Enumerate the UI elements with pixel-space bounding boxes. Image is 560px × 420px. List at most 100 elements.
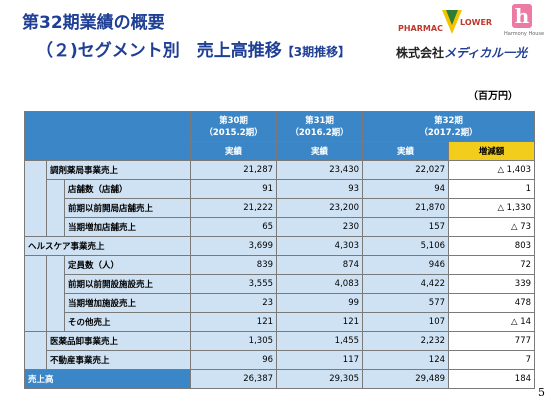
cell-value: 1,455 <box>276 331 364 351</box>
cell-value: 93 <box>276 179 364 199</box>
row-label: ヘルスケア事業売上 <box>23 236 192 256</box>
cell-value: 23,200 <box>276 198 364 218</box>
total-label: 売上高 <box>23 369 192 389</box>
pharmac-flower-logo: PHARMAC LOWER <box>398 10 508 40</box>
table-row: 前期以前開設施設売上 3,555 4,083 4,422 339 <box>25 274 536 294</box>
cell-value: 230 <box>276 217 364 237</box>
unit-label: （百万円） <box>468 91 518 102</box>
cell-value: 22,027 <box>362 160 450 180</box>
actual-header-32: 実績 <box>362 141 450 161</box>
cell-diff: 339 <box>448 274 536 294</box>
cell-diff: △ 14 <box>448 312 536 332</box>
row-label: 定員数（人） <box>63 255 192 275</box>
subtitle-main: （２)セグメント別 売上高推移 <box>36 41 282 61</box>
v-flower-icon <box>442 10 462 34</box>
row-group-spacer <box>24 160 47 237</box>
period-31-name: 第31期 <box>305 115 334 126</box>
table-row: 医薬品卸事業売上 1,305 1,455 2,232 777 <box>24 331 536 370</box>
row-label: 当期増加店舗売上 <box>63 217 192 237</box>
cell-value: 91 <box>190 179 278 199</box>
cell-value: 839 <box>190 255 278 275</box>
page-number: 5 <box>538 386 545 399</box>
cell-value: 121 <box>190 312 278 332</box>
period-31-header: 第31期 （2016.2期） <box>276 111 364 142</box>
row-label: 店舗数（店舗） <box>63 179 192 199</box>
company-prefix: 株式会社 <box>396 46 445 60</box>
row-label: 調剤薬局事業売上 <box>45 160 192 180</box>
diff-header: 増減額 <box>448 141 536 161</box>
table-row: 当期増加店舗売上 65 230 157 △ 73 <box>25 217 536 237</box>
row-label: 不動産事業売上 <box>45 350 192 370</box>
cell-value: 4,303 <box>276 236 364 256</box>
cell-value: 99 <box>276 293 364 313</box>
table-row: その他売上 121 121 107 △ 14 <box>25 312 536 332</box>
cell-diff: 777 <box>448 331 536 351</box>
table-row: 店舗数（店舗） 91 93 94 1 <box>25 179 536 237</box>
cell-value: 21,222 <box>190 198 278 218</box>
table-row: ヘルスケア事業売上 3,699 4,303 5,106 803 <box>23 236 536 256</box>
row-label: 前期以前開設施設売上 <box>63 274 192 294</box>
row-label: その他売上 <box>63 312 192 332</box>
cell-value: 2,232 <box>362 331 450 351</box>
row-indent <box>46 179 65 237</box>
harmony-house-text: Harmony House <box>504 31 545 37</box>
table-row: 調剤薬局事業売上 21,287 23,430 22,027 △ 1,403 <box>24 160 536 237</box>
actual-header-31: 実績 <box>276 141 364 161</box>
header-label-cell <box>23 111 192 161</box>
cell-value: 117 <box>276 350 364 370</box>
cell-value: 29,305 <box>276 369 364 389</box>
cell-diff: 7 <box>448 350 536 370</box>
cell-diff: △ 73 <box>448 217 536 237</box>
table-header-row-periods: 第30期 （2015.2期） 第31期 （2016.2期） 第32期 （2017.2期… <box>23 111 536 161</box>
cell-value: 946 <box>362 255 450 275</box>
row-group-spacer <box>24 255 47 332</box>
actual-header-30: 実績 <box>190 141 278 161</box>
cell-value: 3,555 <box>190 274 278 294</box>
period-30-header: 第30期 （2015.2期） <box>190 111 278 142</box>
cell-value: 1,305 <box>190 331 278 351</box>
cell-value: 3,699 <box>190 236 278 256</box>
company-name: 株式会社メディカル一光 <box>396 44 527 61</box>
table-row: 定員数（人） 839 874 946 72 <box>24 255 536 332</box>
cell-value: 23,430 <box>276 160 364 180</box>
table-row-total: 売上高 26,387 29,305 29,489 184 <box>23 369 536 389</box>
cell-value: 5,106 <box>362 236 450 256</box>
cell-diff: 1 <box>448 179 536 199</box>
cell-value: 121 <box>276 312 364 332</box>
cell-value: 874 <box>276 255 364 275</box>
period-30-date: （2015.2期） <box>204 127 263 138</box>
harmony-house-icon: h <box>512 4 532 28</box>
cell-diff: △ 1,330 <box>448 198 536 218</box>
cell-value: 157 <box>362 217 450 237</box>
cell-value: 124 <box>362 350 450 370</box>
row-label: 医薬品卸事業売上 <box>45 331 192 351</box>
segment-sales-table: 第30期 （2015.2期） 第31期 （2016.2期） 第32期 （2017.2期… <box>23 111 536 389</box>
row-group-spacer <box>24 331 47 370</box>
company-brand: メディカル一光 <box>444 46 528 60</box>
cell-value: 94 <box>362 179 450 199</box>
cell-diff: 803 <box>448 236 536 256</box>
row-label: 当期増加施設売上 <box>63 293 192 313</box>
cell-value: 96 <box>190 350 278 370</box>
page-title: 第32期業績の概要 <box>22 13 165 33</box>
cell-diff: 72 <box>448 255 536 275</box>
period-30-name: 第30期 <box>219 115 248 126</box>
table-row: 当期増加施設売上 23 99 577 478 <box>25 293 536 313</box>
table-row: 前期以前開局店舗売上 21,222 23,200 21,870 △ 1,330 <box>25 198 536 218</box>
period-32-date: （2017.2期） <box>419 127 478 138</box>
pharmac-logo-text: PHARMAC <box>398 24 443 33</box>
row-indent <box>46 255 65 332</box>
cell-diff: 184 <box>448 369 536 389</box>
cell-value: 4,422 <box>362 274 450 294</box>
cell-diff: 478 <box>448 293 536 313</box>
table-row: 不動産事業売上 96 117 124 7 <box>25 350 536 370</box>
cell-value: 577 <box>362 293 450 313</box>
cell-value: 21,870 <box>362 198 450 218</box>
page-subtitle: （２)セグメント別 売上高推移【3期推移】 <box>36 36 350 61</box>
cell-diff: △ 1,403 <box>448 160 536 180</box>
cell-value: 23 <box>190 293 278 313</box>
harmony-house-logo: h Harmony House <box>504 4 556 44</box>
subtitle-suffix: 【3期推移】 <box>281 45 351 59</box>
period-32-header: 第32期 （2017.2期） <box>362 111 536 142</box>
cell-value: 29,489 <box>362 369 450 389</box>
